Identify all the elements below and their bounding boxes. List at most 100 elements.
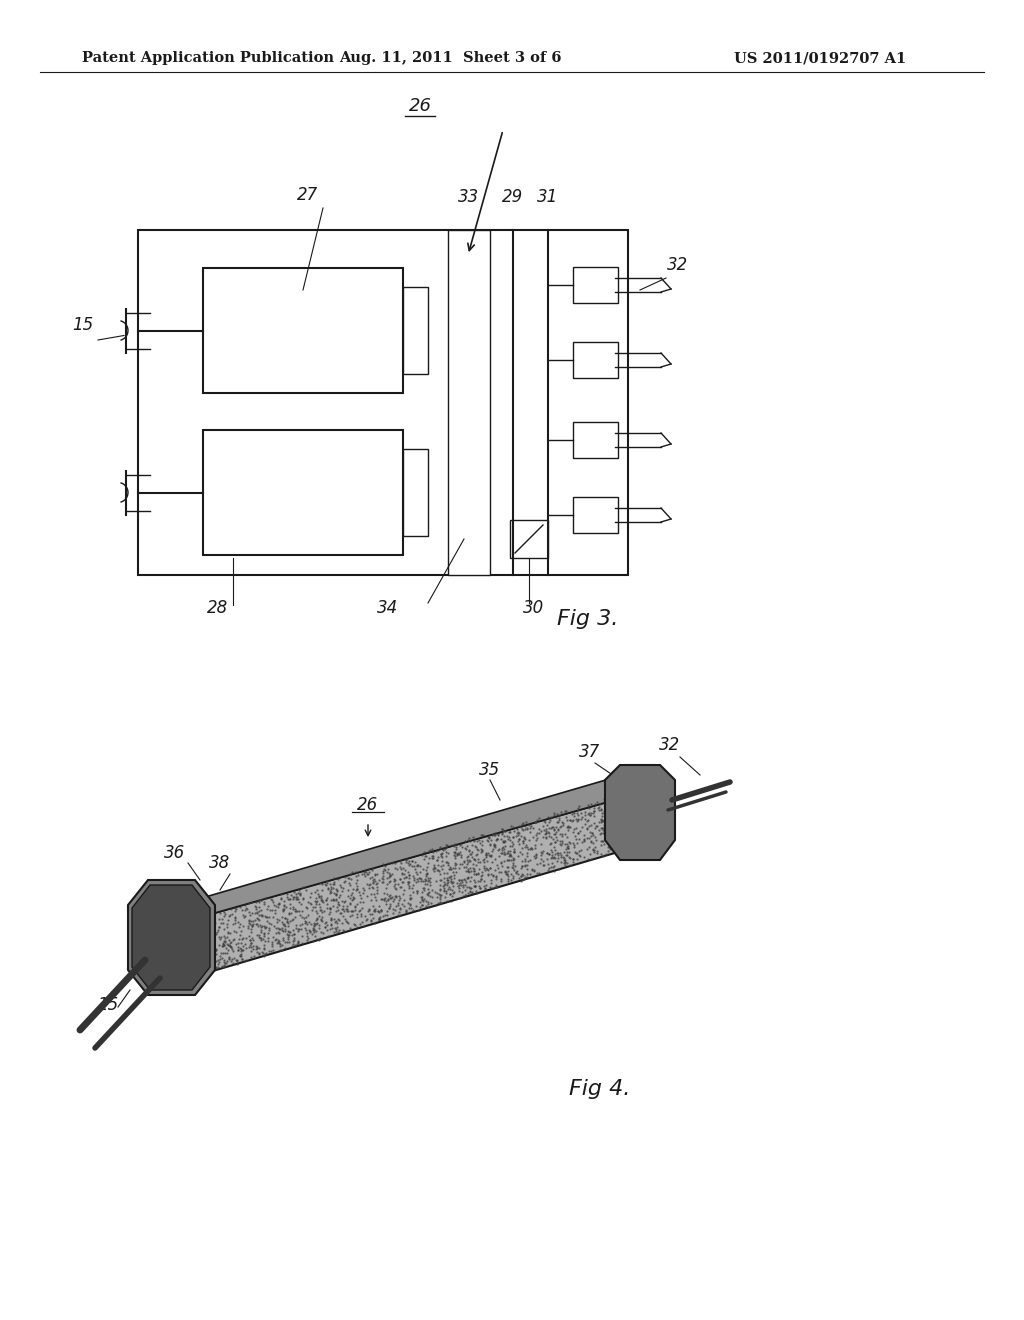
Point [598, 843, 614, 865]
Point [545, 857, 561, 878]
Point [283, 898, 299, 919]
Point [460, 858, 476, 879]
Point [237, 895, 253, 916]
Point [444, 879, 461, 900]
Point [411, 899, 427, 920]
Point [366, 869, 382, 890]
Point [541, 817, 557, 838]
Point [253, 904, 269, 925]
Point [618, 799, 635, 820]
Point [355, 883, 372, 904]
Point [629, 821, 645, 842]
Point [631, 812, 647, 833]
Point [633, 784, 649, 805]
Point [159, 956, 175, 977]
Point [379, 861, 395, 882]
Point [273, 888, 290, 909]
Point [337, 866, 353, 887]
Point [281, 904, 297, 925]
Point [252, 913, 268, 935]
Point [630, 829, 646, 850]
Point [451, 843, 467, 865]
Point [402, 884, 419, 906]
Point [319, 898, 336, 919]
Point [273, 940, 290, 961]
Point [171, 962, 187, 983]
Point [375, 863, 391, 884]
Point [485, 834, 502, 855]
Point [388, 886, 404, 907]
Point [224, 941, 241, 962]
Bar [403, 449, 428, 536]
Point [382, 865, 398, 886]
Point [501, 850, 517, 871]
Point [160, 944, 176, 965]
Point [158, 917, 174, 939]
Point [450, 875, 466, 896]
Point [556, 824, 572, 845]
Point [161, 944, 177, 965]
Point [165, 961, 181, 982]
Point [355, 879, 372, 900]
Point [398, 902, 415, 923]
Point [158, 952, 174, 973]
Point [589, 841, 605, 862]
Point [628, 799, 644, 820]
Point [177, 935, 194, 956]
Point [174, 953, 190, 974]
Point [580, 818, 596, 840]
Point [574, 832, 591, 853]
Point [344, 862, 360, 883]
Point [331, 887, 347, 908]
Point [439, 870, 456, 891]
Point [251, 937, 267, 958]
Point [636, 812, 652, 833]
Point [427, 858, 443, 879]
Point [631, 783, 647, 804]
Point [453, 870, 469, 891]
Point [190, 917, 207, 939]
Point [432, 879, 449, 900]
Point [327, 911, 343, 932]
Point [480, 826, 497, 847]
Point [431, 892, 447, 913]
Point [313, 891, 330, 912]
Point [409, 869, 425, 890]
Point [459, 846, 475, 867]
Point [220, 923, 237, 944]
Point [205, 904, 221, 925]
Point [391, 898, 408, 919]
Point [634, 797, 650, 818]
Point [467, 845, 483, 866]
Point [368, 874, 384, 895]
Point [466, 836, 482, 857]
Point [580, 795, 596, 816]
Point [481, 843, 498, 865]
Point [610, 787, 627, 808]
Point [562, 809, 579, 830]
Point [639, 809, 655, 830]
Point [190, 909, 207, 931]
Point [414, 845, 430, 866]
Point [540, 807, 556, 828]
Point [548, 816, 564, 837]
Point [482, 858, 499, 879]
Point [538, 818, 554, 840]
Point [249, 942, 265, 964]
Point [564, 809, 581, 830]
Point [220, 921, 237, 942]
Text: 15: 15 [73, 315, 93, 334]
Point [257, 916, 273, 937]
Point [390, 890, 407, 911]
Point [232, 940, 249, 961]
Point [630, 784, 646, 805]
Point [181, 933, 198, 954]
Point [586, 797, 602, 818]
Point [554, 812, 570, 833]
Point [502, 841, 518, 862]
Point [549, 850, 565, 871]
Point [375, 869, 391, 890]
Point [462, 880, 478, 902]
Point [476, 871, 493, 892]
Point [463, 843, 479, 865]
